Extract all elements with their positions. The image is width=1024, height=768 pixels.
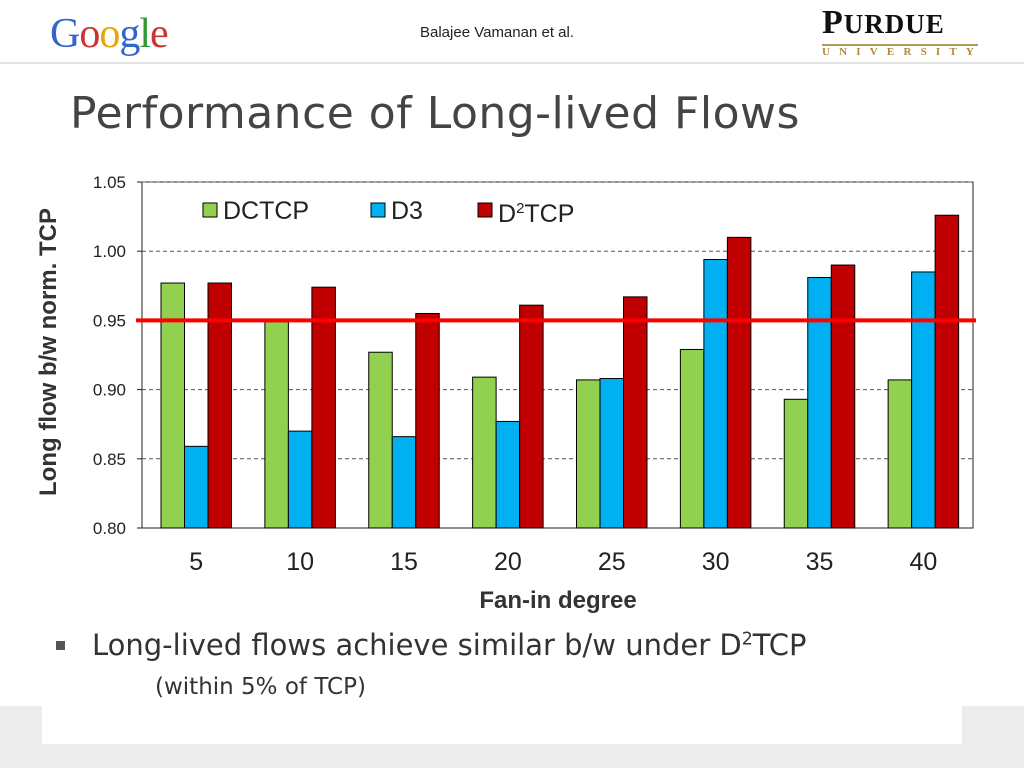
bar (911, 271, 936, 529)
bar (472, 376, 497, 529)
x-tick-label: 25 (598, 548, 626, 576)
google-logo-letter: G (50, 11, 80, 57)
purdue-logo-rest: URDUE (843, 9, 945, 39)
bar (415, 312, 440, 529)
x-axis-title: Fan-in degree (479, 587, 636, 614)
y-tick-label: 0.90 (93, 381, 126, 400)
x-tick-label: 15 (390, 548, 418, 576)
bar (576, 379, 601, 529)
bar (207, 282, 232, 529)
legend-swatch (202, 202, 218, 218)
legend-swatch (370, 202, 386, 218)
y-tick-label: 0.85 (93, 450, 126, 469)
x-tick-label: 10 (286, 548, 314, 576)
x-tick-label: 35 (806, 548, 834, 576)
legend-label: D2TCP (498, 200, 574, 228)
y-tick-label: 1.00 (93, 242, 126, 261)
purdue-logo-initial: P (822, 4, 844, 41)
bar (807, 276, 832, 529)
bar (783, 398, 809, 529)
bar (287, 430, 313, 529)
purdue-logo-subtitle: UNIVERSITY (822, 46, 984, 58)
google-logo-letter: l (139, 11, 151, 57)
google-logo-letter: e (150, 11, 169, 57)
bar (391, 436, 417, 529)
bar (264, 321, 289, 529)
bar (887, 379, 913, 529)
y-tick-label: 1.05 (93, 173, 126, 192)
footer-box (42, 700, 962, 744)
bar (311, 286, 336, 529)
x-tick-label: 20 (494, 548, 522, 576)
bar-chart: 0.80 0.85 0.90 0.95 1.00 1.05 5 10 15 20 25 30 35 40 F… (35, 173, 976, 614)
bar (368, 351, 393, 529)
legend-label: D3 (391, 197, 423, 225)
bar (703, 259, 728, 529)
y-tick-label: 0.95 (93, 311, 126, 330)
bar (934, 214, 960, 529)
header-bar: Google Balajee Vamanan et al. PURDUE UNI… (0, 0, 1024, 64)
bar (830, 264, 856, 529)
google-logo-letter: o (99, 11, 120, 57)
bullet-text: Long-lived flows achieve similar b/w und… (92, 628, 807, 662)
y-axis-title: Long flow b/w norm. TCP (35, 208, 62, 496)
author-label: Balajee Vamanan et al. (420, 24, 574, 41)
x-tick-label: 30 (702, 548, 730, 576)
google-logo-letter: g (119, 11, 140, 57)
purdue-logo-rule (822, 44, 978, 46)
x-tick-label: 40 (909, 548, 937, 576)
bullet-icon (56, 641, 65, 650)
x-tick-label: 5 (189, 548, 203, 576)
google-logo-letter: o (79, 11, 100, 57)
legend-label: DCTCP (223, 197, 309, 225)
bar (184, 445, 209, 529)
google-logo: Google (50, 10, 169, 58)
bar (599, 378, 624, 529)
y-tick-label: 0.80 (93, 519, 126, 538)
bullet-subtext: (within 5% of TCP) (155, 674, 366, 700)
bar (623, 296, 648, 529)
bar (679, 348, 705, 529)
legend-swatch (477, 202, 493, 218)
bar (519, 304, 544, 529)
bar (726, 236, 752, 529)
bar (495, 420, 521, 529)
slide-title: Performance of Long-lived Flows (70, 88, 800, 139)
bar (160, 282, 185, 529)
purdue-logo: PURDUE (822, 4, 945, 42)
